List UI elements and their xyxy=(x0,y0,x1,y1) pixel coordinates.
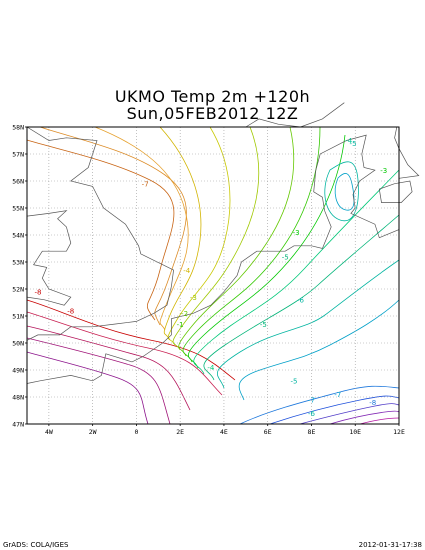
contour-line xyxy=(329,410,400,425)
map-title-line1: UKMO Temp 2m +120h xyxy=(114,87,311,106)
contour-line xyxy=(239,385,400,425)
contour-label: -8 xyxy=(369,399,376,407)
contour-line xyxy=(26,337,171,425)
contour-line xyxy=(238,299,400,401)
lat-tick-label: 49N xyxy=(12,367,24,375)
contour-line xyxy=(203,214,400,381)
contour-line xyxy=(159,126,202,341)
lat-tick-label: 56N xyxy=(12,178,24,186)
contour-line xyxy=(182,126,321,363)
contour-label: -8 xyxy=(67,307,74,315)
contour-line xyxy=(26,325,191,411)
contour-line xyxy=(269,395,400,425)
contour-label: -1 xyxy=(177,321,184,329)
contour-label: -7 xyxy=(334,391,341,399)
contour-label: -3 xyxy=(293,229,300,237)
contour-label: -4 xyxy=(345,137,353,145)
contour-line xyxy=(359,417,400,425)
map-axes: 47N 48N 49N 50N 51N 52N 53N 54N 55N 56N 57N 58N 4W 2W… xyxy=(12,124,405,437)
map-title-line2: Sun,05FEB2012 12Z xyxy=(126,104,299,123)
contour-line xyxy=(193,169,400,375)
contour-line xyxy=(188,134,346,369)
contour-line xyxy=(26,351,149,425)
lon-tick-label: 0 xyxy=(134,428,138,436)
contour-line xyxy=(172,126,260,351)
contour-label: -8 xyxy=(34,288,41,296)
contour-label: -5 xyxy=(350,140,357,148)
lat-tick-label: 51N xyxy=(12,313,24,321)
lat-tick-label: 47N xyxy=(12,421,24,429)
contour-line xyxy=(26,299,236,381)
map-frame xyxy=(26,126,400,425)
contour-label: -7 xyxy=(308,396,315,404)
lat-tick-label: 53N xyxy=(12,259,24,267)
contour-label: -3 xyxy=(380,167,387,175)
lon-tick-label: 2E xyxy=(176,428,184,436)
contour-line xyxy=(167,126,231,346)
lat-tick-label: 48N xyxy=(12,394,24,402)
contour-line xyxy=(26,139,175,321)
lat-tick-label: 52N xyxy=(12,286,24,294)
contour-line xyxy=(299,403,400,425)
lon-tick-label: 12E xyxy=(393,428,405,436)
contour-line xyxy=(94,126,189,331)
contour-labels: -7-8-4-3-2-1-5-3-4-5-3-6-5-4-5-7-7-6-8-8 xyxy=(34,137,387,418)
contour-label: -5 xyxy=(260,321,267,329)
lon-tick-label: 8E xyxy=(308,428,316,436)
coastline xyxy=(26,210,72,306)
map-grid xyxy=(27,127,399,424)
lat-tick-label: 55N xyxy=(12,205,24,213)
lon-tick-label: 10E xyxy=(349,428,361,436)
contour-label: -6 xyxy=(297,297,305,305)
coastline xyxy=(245,102,345,128)
contour-label: -4 xyxy=(207,364,215,372)
contour-label: -7 xyxy=(142,180,149,188)
lat-tick-label: 57N xyxy=(12,151,24,159)
coastline xyxy=(26,134,400,384)
lat-tick-label: 54N xyxy=(12,232,24,240)
lon-tick-label: 6E xyxy=(264,428,272,436)
footer-credit: GrADS: COLA/IGES xyxy=(3,541,69,549)
contour-label: -2 xyxy=(181,310,188,318)
contour-label: -5 xyxy=(282,253,289,261)
footer-timestamp: 2012-01-31-17:38 xyxy=(358,541,422,549)
contour-label: -6 xyxy=(308,410,316,418)
lon-tick-label: 2W xyxy=(89,428,97,436)
contour-label: -4 xyxy=(183,267,191,275)
coastline xyxy=(394,126,420,179)
contour-line xyxy=(334,173,355,211)
contour-label: -5 xyxy=(290,378,297,386)
temperature-contours xyxy=(26,126,400,425)
contour-line xyxy=(217,259,400,389)
coastline xyxy=(378,180,413,203)
contour-line xyxy=(26,311,223,396)
lon-tick-label: 4W xyxy=(45,428,53,436)
lat-tick-label: 58N xyxy=(12,124,24,132)
lat-tick-label: 50N xyxy=(12,340,24,348)
contour-label: -3 xyxy=(190,294,197,302)
contour-line xyxy=(39,126,187,326)
lon-tick-label: 4E xyxy=(220,428,228,436)
